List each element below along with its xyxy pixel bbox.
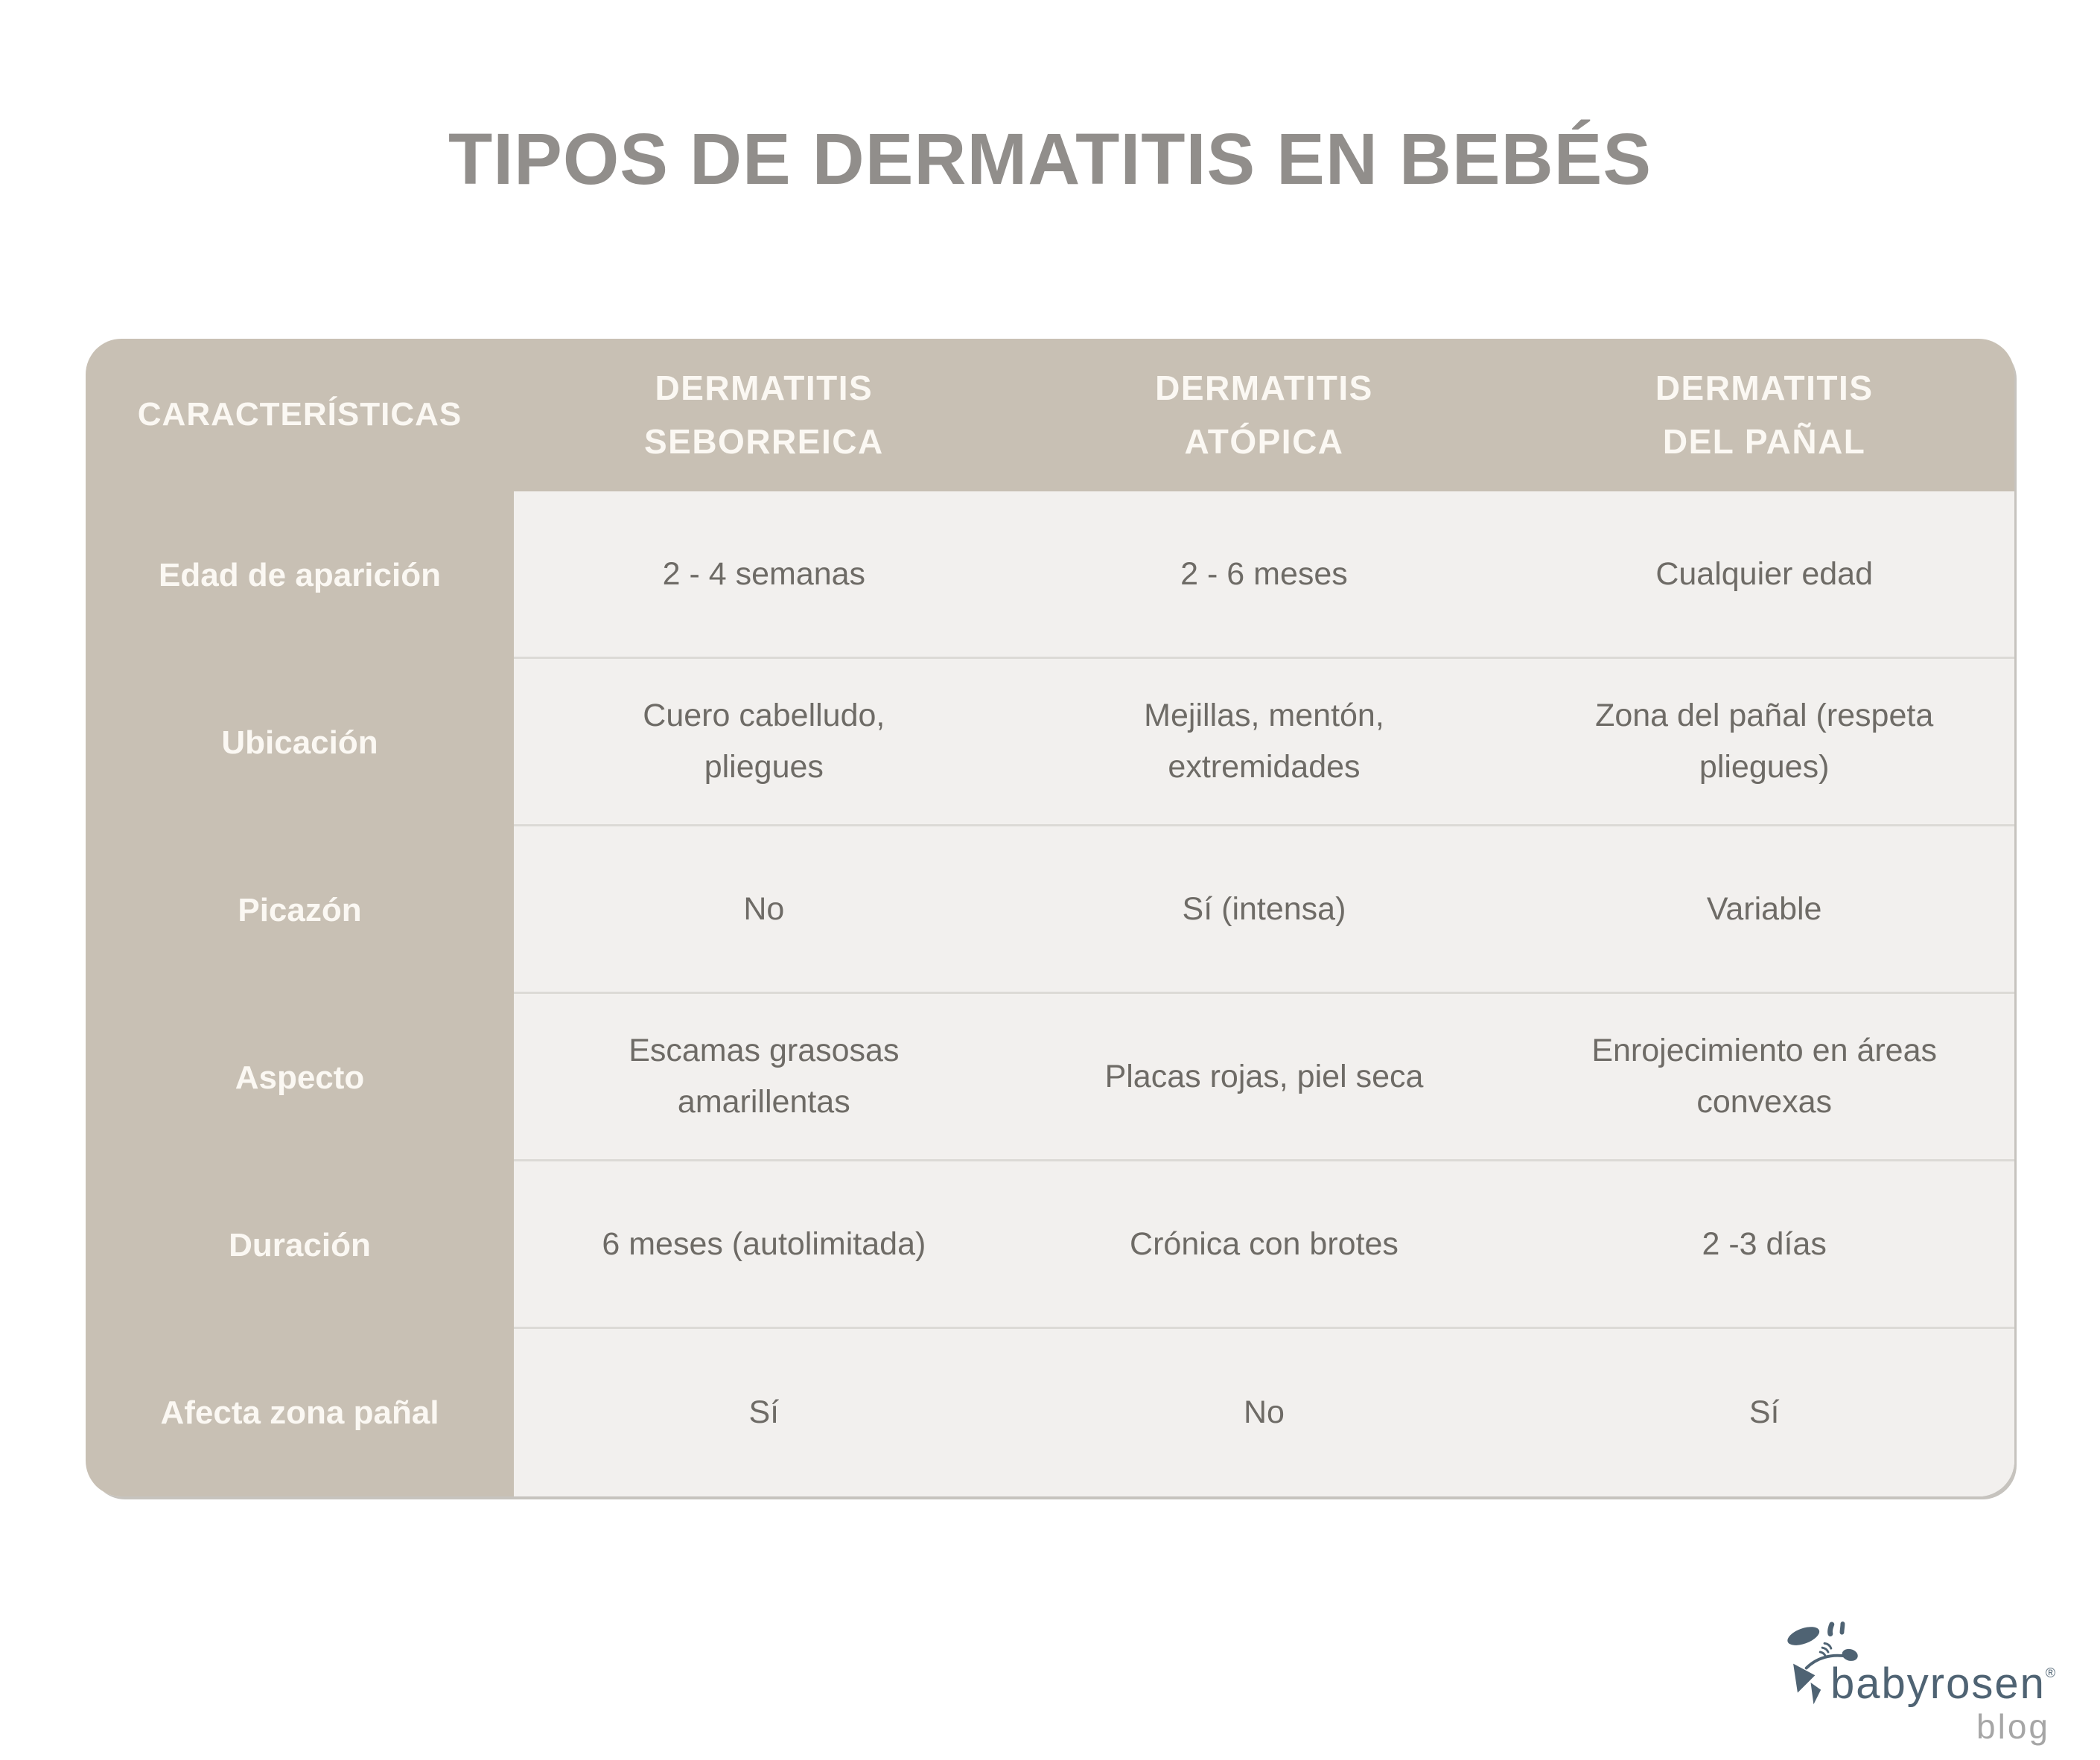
row-label-afecta-zona-panal: Afecta zona pañal <box>86 1329 514 1496</box>
cell-ubicacion-seborreica: Cuero cabelludo, pliegues <box>514 659 1014 826</box>
column-header-panal: DERMATITIS DEL PAÑAL <box>1514 339 2014 491</box>
cell-duracion-atopica: Crónica con brotes <box>1014 1161 1515 1329</box>
cell-edad-seborreica: 2 - 4 semanas <box>514 491 1014 659</box>
dermatitis-comparison-table: CARACTERÍSTICAS DERMATITIS SEBORREICA DE… <box>86 339 2014 1496</box>
cell-aspecto-panal: Enrojecimiento en áreas convexas <box>1514 994 2014 1161</box>
cell-aspecto-seborreica: Escamas grasosas amarillentas <box>514 994 1014 1161</box>
cell-edad-panal: Cualquier edad <box>1514 491 2014 659</box>
cell-edad-atopica: 2 - 6 meses <box>1014 491 1515 659</box>
cell-duracion-panal: 2 -3 días <box>1514 1161 2014 1329</box>
cell-afecta-atopica: No <box>1014 1329 1515 1496</box>
column-header-seborreica: DERMATITIS SEBORREICA <box>514 339 1014 491</box>
cell-ubicacion-atopica: Mejillas, mentón, extremidades <box>1014 659 1515 826</box>
cell-ubicacion-panal: Zona del pañal (respeta pliegues) <box>1514 659 2014 826</box>
cell-afecta-seborreica: Sí <box>514 1329 1014 1496</box>
cell-picazon-atopica: Sí (intensa) <box>1014 826 1515 994</box>
row-label-edad: Edad de aparición <box>86 491 514 659</box>
brand-name: babyrosen <box>1830 1659 2046 1708</box>
cell-aspecto-atopica: Placas rojas, piel seca <box>1014 994 1515 1161</box>
cell-duracion-seborreica: 6 meses (autolimitada) <box>514 1161 1014 1329</box>
brand-sub: blog <box>1976 1707 2050 1746</box>
row-label-aspecto: Aspecto <box>86 994 514 1161</box>
cell-afecta-panal: Sí <box>1514 1329 2014 1496</box>
brand-wordmark: babyrosen® <box>1830 1659 2055 1709</box>
cell-picazon-seborreica: No <box>514 826 1014 994</box>
corner-header: CARACTERÍSTICAS <box>86 339 514 491</box>
page-title: TIPOS DE DERMATITIS EN BEBÉS <box>448 118 1652 200</box>
row-label-picazon: Picazón <box>86 826 514 994</box>
row-label-ubicacion: Ubicación <box>86 659 514 826</box>
row-label-duracion: Duración <box>86 1161 514 1329</box>
babyrosen-logo: babyrosen® blog <box>1786 1622 2058 1750</box>
giraffe-icon <box>1787 1622 1858 1705</box>
column-header-atopica: DERMATITIS ATÓPICA <box>1014 339 1515 491</box>
cell-picazon-panal: Variable <box>1514 826 2014 994</box>
registered-mark: ® <box>2045 1665 2056 1680</box>
